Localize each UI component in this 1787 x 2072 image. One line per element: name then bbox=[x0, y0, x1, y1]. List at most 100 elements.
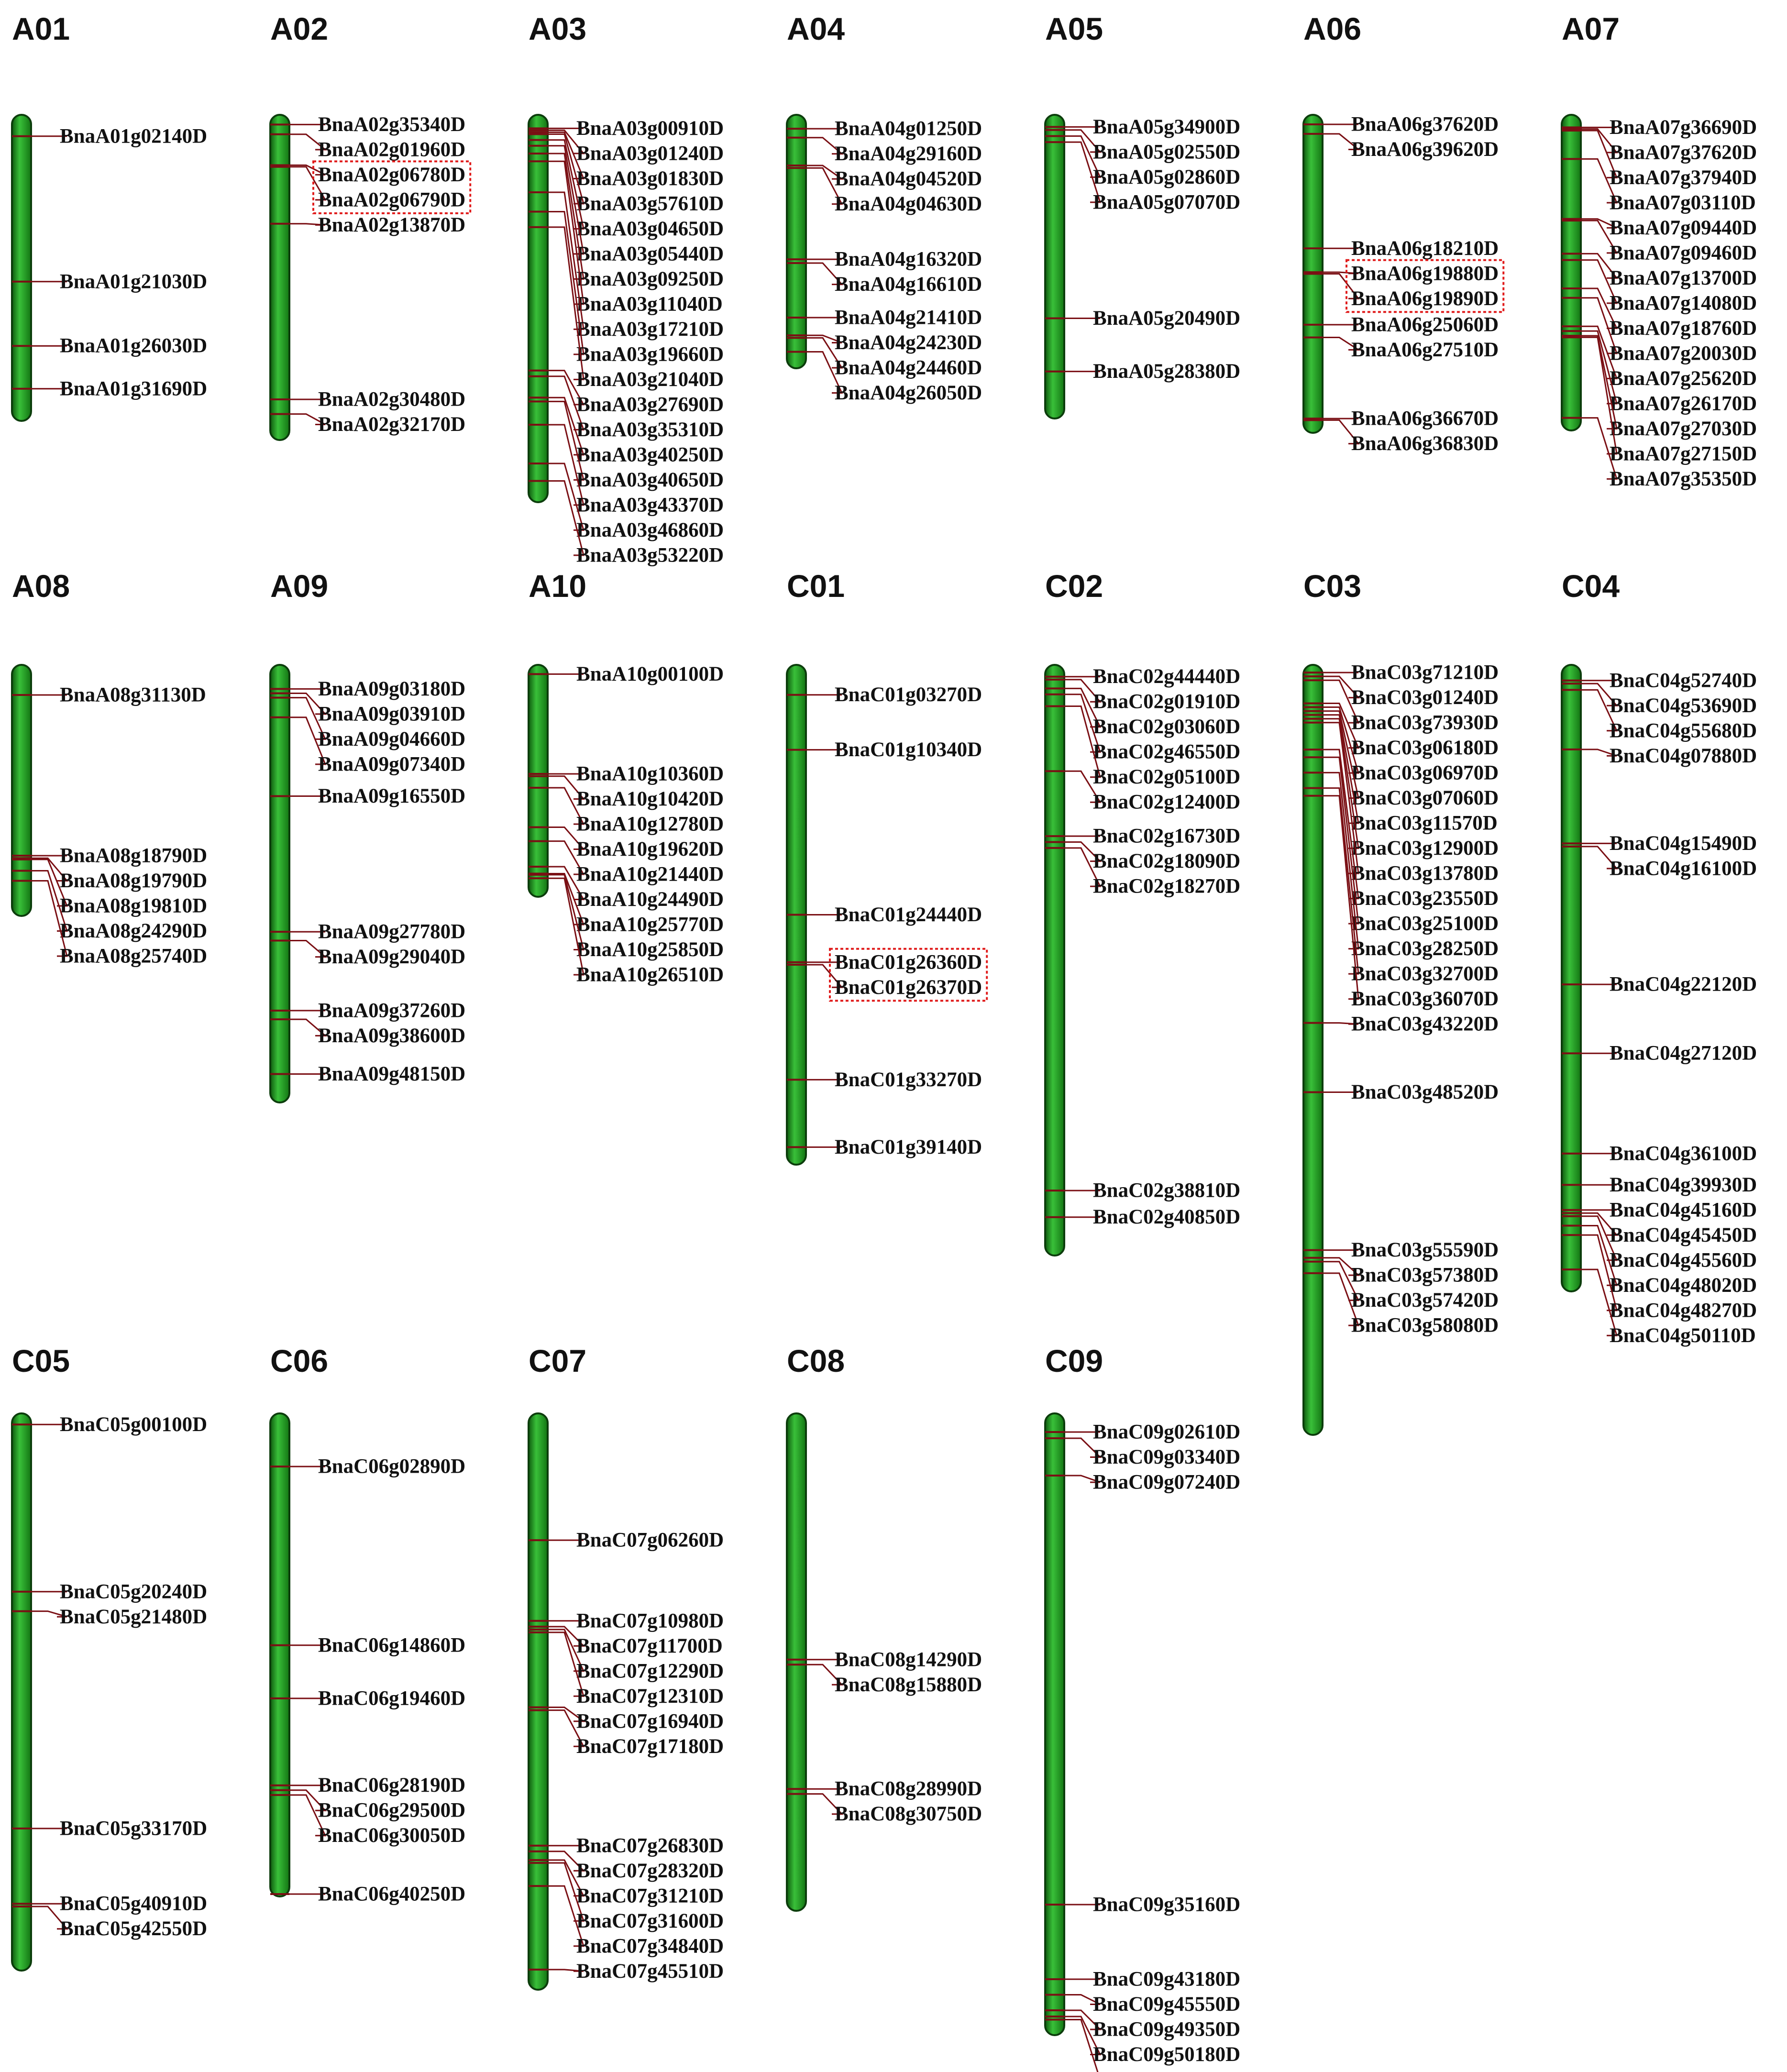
chromosome-c04: C04 BnaC04g52740DBnaC04g53690DBnaC04g5568… bbox=[1561, 568, 1757, 1347]
gene-leader-line bbox=[1581, 1224, 1618, 1286]
gene-label: BnaA09g03910D bbox=[318, 703, 465, 725]
chromosome-bar bbox=[1044, 1412, 1065, 2036]
chromosome-title: A05 bbox=[1045, 11, 1103, 46]
gene-leader-line bbox=[1323, 795, 1359, 1000]
gene-label: BnaC08g15880D bbox=[835, 1674, 982, 1696]
gene-label: BnaA04g24230D bbox=[835, 331, 982, 354]
gene-label: BnaA03g35310D bbox=[576, 419, 724, 441]
gene-label: BnaA03g40650D bbox=[576, 469, 724, 491]
chromosome-bar bbox=[528, 114, 549, 503]
gene-label: BnaC09g03340D bbox=[1093, 1446, 1240, 1468]
chromosome-c08: C08 BnaC08g14290D BnaC08g15880D BnaC08g2899… bbox=[786, 1343, 982, 1912]
gene-leader-line bbox=[1064, 2019, 1099, 2072]
gene-leader-line bbox=[548, 1969, 584, 1972]
chromosome-c02: C02 BnaC02g44440D BnaC02g01910D BnaC02g0306… bbox=[1044, 568, 1240, 1256]
chromosome-title: C07 bbox=[529, 1343, 586, 1378]
gene-label: BnaC03g25100D bbox=[1351, 913, 1499, 935]
gene-label: BnaC05g42550D bbox=[60, 1918, 207, 1940]
gene-label: BnaA08g25740D bbox=[60, 945, 207, 968]
gene-label: BnaA07g27150D bbox=[1610, 442, 1757, 465]
chromosome-bar bbox=[269, 1412, 290, 1897]
gene-label: BnaA03g09250D bbox=[576, 268, 724, 290]
gene-label: BnaA08g19790D bbox=[60, 870, 207, 892]
gene-leader-line bbox=[1323, 1022, 1359, 1025]
gene-label: BnaA03g27690D bbox=[576, 393, 724, 416]
gene-label: BnaA03g11040D bbox=[576, 293, 723, 315]
gene-label: BnaC09g02610D bbox=[1093, 1421, 1240, 1444]
gene-label: BnaC06g28190D bbox=[318, 1774, 465, 1796]
gene-label: BnaC03g58080D bbox=[1351, 1314, 1499, 1337]
gene-label: BnaC04g36100D bbox=[1610, 1142, 1757, 1165]
gene-label: BnaC03g06180D bbox=[1351, 737, 1499, 759]
gene-label: BnaC05g20240D bbox=[60, 1580, 207, 1603]
gene-leader-line bbox=[1323, 675, 1360, 699]
gene-label: BnaC03g48520D bbox=[1351, 1081, 1499, 1103]
gene-label: BnaC02g18270D bbox=[1093, 875, 1240, 898]
gene-label: BnaA09g29040D bbox=[318, 946, 465, 968]
gene-label: BnaA04g16610D bbox=[835, 273, 982, 296]
gene-leader-line bbox=[548, 370, 585, 406]
gene-label: BnaA06g36830D bbox=[1351, 432, 1499, 455]
gene-label: BnaC04g27120D bbox=[1610, 1042, 1757, 1065]
chromosome-bar bbox=[1044, 664, 1065, 1256]
gene-label: BnaA02g13870D bbox=[318, 214, 465, 236]
gene-leader-line bbox=[1064, 679, 1102, 703]
gene-label: BnaC08g30750D bbox=[835, 1803, 982, 1825]
gene-label: BnaC02g18090D bbox=[1093, 850, 1240, 872]
gene-label: BnaA03g43370D bbox=[576, 494, 724, 516]
gene-label: BnaC05g00100D bbox=[60, 1413, 207, 1436]
gene-leader-line bbox=[1581, 220, 1618, 254]
gene-leader-line bbox=[1581, 297, 1618, 354]
gene-leader-line bbox=[31, 880, 68, 957]
gene-label: BnaC04g45450D bbox=[1610, 1224, 1757, 1246]
gene-label: BnaA09g27780D bbox=[318, 921, 465, 943]
gene-leader-line bbox=[1323, 1272, 1360, 1326]
gene-leader-line bbox=[1064, 694, 1102, 753]
gene-label: BnaA03g57610D bbox=[576, 192, 724, 215]
gene-leader-line bbox=[1581, 335, 1618, 430]
chromosome-bar bbox=[1561, 114, 1582, 431]
gene-label: BnaC02g40850D bbox=[1093, 1206, 1240, 1228]
gene-leader-line bbox=[548, 787, 585, 825]
gene-label: BnaA01g02140D bbox=[60, 125, 207, 147]
gene-leader-line bbox=[1581, 128, 1619, 154]
gene-leader-line bbox=[806, 334, 842, 343]
gene-label: BnaC04g07880D bbox=[1610, 745, 1757, 767]
chromosome-bar bbox=[1302, 664, 1324, 1436]
gene-label: BnaA09g48150D bbox=[318, 1063, 465, 1085]
chromosome-a06: A06 BnaA06g37620D BnaA06g39620D BnaA06g1821… bbox=[1302, 11, 1505, 455]
gene-label: BnaC09g35160D bbox=[1093, 1894, 1240, 1916]
gene-label: BnaC07g31210D bbox=[576, 1885, 724, 1907]
gene-leader-line bbox=[289, 939, 328, 958]
gene-leader-line bbox=[1581, 336, 1618, 455]
gene-label: BnaA04g21410D bbox=[835, 307, 982, 329]
chromosome-c01: C01 BnaC01g03270D BnaC01g10340D BnaC01g2444… bbox=[786, 568, 988, 1166]
gene-label: BnaA06g19890D bbox=[1351, 287, 1499, 310]
gene-leader-line bbox=[1064, 1437, 1102, 1458]
gene-leader-line bbox=[806, 351, 843, 394]
gene-label: BnaC04g16100D bbox=[1610, 857, 1757, 880]
gene-label: BnaA09g04660D bbox=[318, 728, 465, 750]
gene-label: BnaC06g29500D bbox=[318, 1799, 465, 1822]
gene-leader-line bbox=[548, 480, 585, 556]
gene-label: BnaC04g39930D bbox=[1610, 1174, 1757, 1196]
gene-label: BnaA07g03110D bbox=[1610, 191, 1756, 214]
gene-label: BnaA02g35340D bbox=[318, 113, 465, 136]
gene-label: BnaC03g71210D bbox=[1351, 661, 1499, 684]
gene-leader-line bbox=[1064, 2016, 1102, 2055]
gene-label: BnaA10g12780D bbox=[576, 813, 724, 835]
gene-label: BnaA01g21030D bbox=[60, 270, 207, 293]
gene-label: BnaA10g25770D bbox=[576, 913, 724, 936]
gene-label: BnaA03g01830D bbox=[576, 167, 724, 190]
gene-leader-line bbox=[31, 857, 69, 882]
gene-leader-line bbox=[548, 827, 585, 850]
gene-leader-line bbox=[1064, 1475, 1101, 1483]
gene-label: BnaC07g31600D bbox=[576, 1910, 724, 1932]
gene-label: BnaA06g39620D bbox=[1351, 138, 1499, 161]
gene-label: BnaA03g05440D bbox=[576, 242, 724, 265]
gene-label: BnaA05g02860D bbox=[1093, 166, 1240, 188]
gene-leader-line bbox=[1323, 722, 1359, 874]
gene-label: BnaC09g07240D bbox=[1093, 1471, 1240, 1494]
